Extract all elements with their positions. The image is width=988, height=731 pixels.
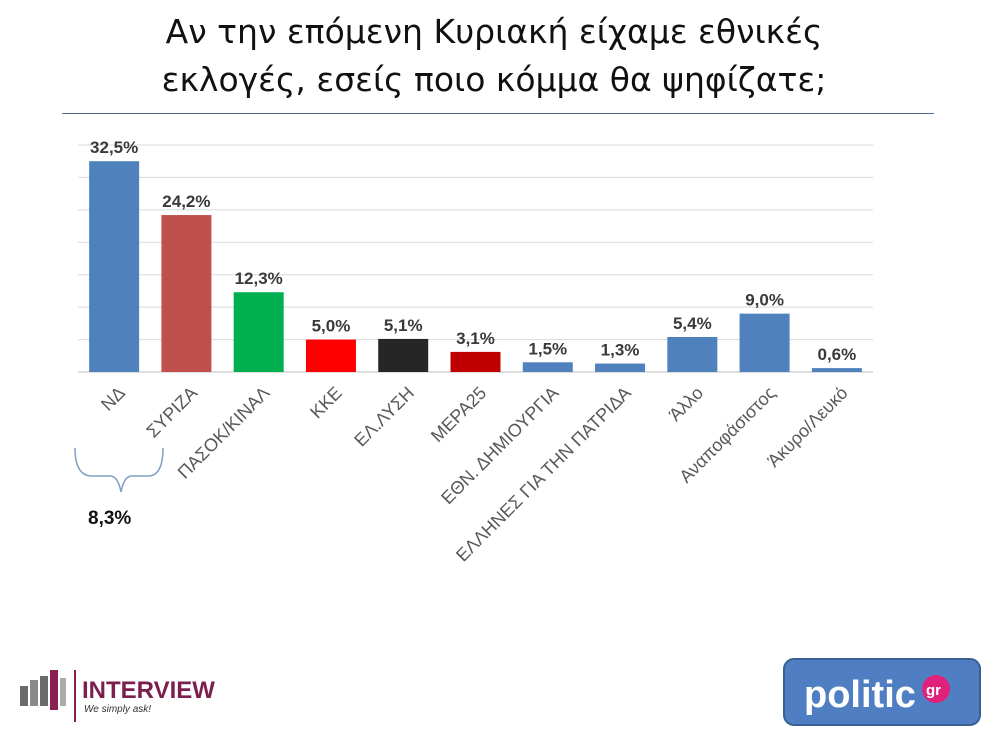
value-label: 12,3% [235,269,283,288]
bar [305,339,356,372]
value-label: 24,2% [162,192,210,211]
category-label: ΕΛ.ΛΥΣΗ [350,383,418,451]
bar [450,351,501,372]
interview-tagline: We simply ask! [84,704,151,715]
category-label: Άλλο [665,383,707,425]
bar [89,161,140,372]
interview-logo: INTERVIEW We simply ask! [20,670,215,722]
value-label: 1,5% [528,339,567,358]
bar [595,363,646,372]
category-label: ΜΕΡΑ25 [427,383,490,446]
bars [89,161,862,372]
value-label: 32,5% [90,138,138,157]
title-line-1: Αν την επόμενη Κυριακή είχαμε εθνικές [165,12,823,51]
bar [161,215,212,372]
category-label: ΝΔ [97,383,129,415]
value-label: 0,6% [817,345,856,364]
value-label: 3,1% [456,329,495,348]
value-label: 9,0% [745,291,784,310]
bar [739,313,790,372]
grouping-annotation: 8,3% [88,508,132,529]
interview-bars-icon [20,670,66,710]
bar [667,336,718,372]
chart-title: Αν την επόμενη Κυριακή είχαμε εθνικές εκ… [0,8,988,104]
value-label: 5,4% [673,314,712,333]
politic-logo: politic gr [783,658,981,726]
title-divider [62,113,934,114]
politic-suffix: gr [926,682,941,699]
politic-name: politic [804,674,916,716]
bar [811,368,862,372]
bar [522,362,573,372]
title-line-2: εκλογές, εσείς ποιο κόμμα θα ψηφίζατε; [161,60,827,99]
bar [378,338,429,372]
value-label: 5,1% [384,316,423,335]
bar [233,292,284,372]
value-label: 1,3% [601,341,640,360]
bar-chart: 32,5% 24,2% 12,3% 5,0% 5,1% 3,1% 1,5% 1,3% 5,4% 9… [74,138,873,565]
category-label: ΚΚΕ [306,383,346,423]
grouping-brace [74,447,164,493]
value-labels: 32,5% 24,2% 12,3% 5,0% 5,1% 3,1% 1,5% 1,3% 5,4% 9… [90,138,856,364]
category-label: ΣΥΡΙΖΑ [142,383,201,442]
interview-name: INTERVIEW [82,677,215,704]
value-label: 5,0% [312,317,351,336]
